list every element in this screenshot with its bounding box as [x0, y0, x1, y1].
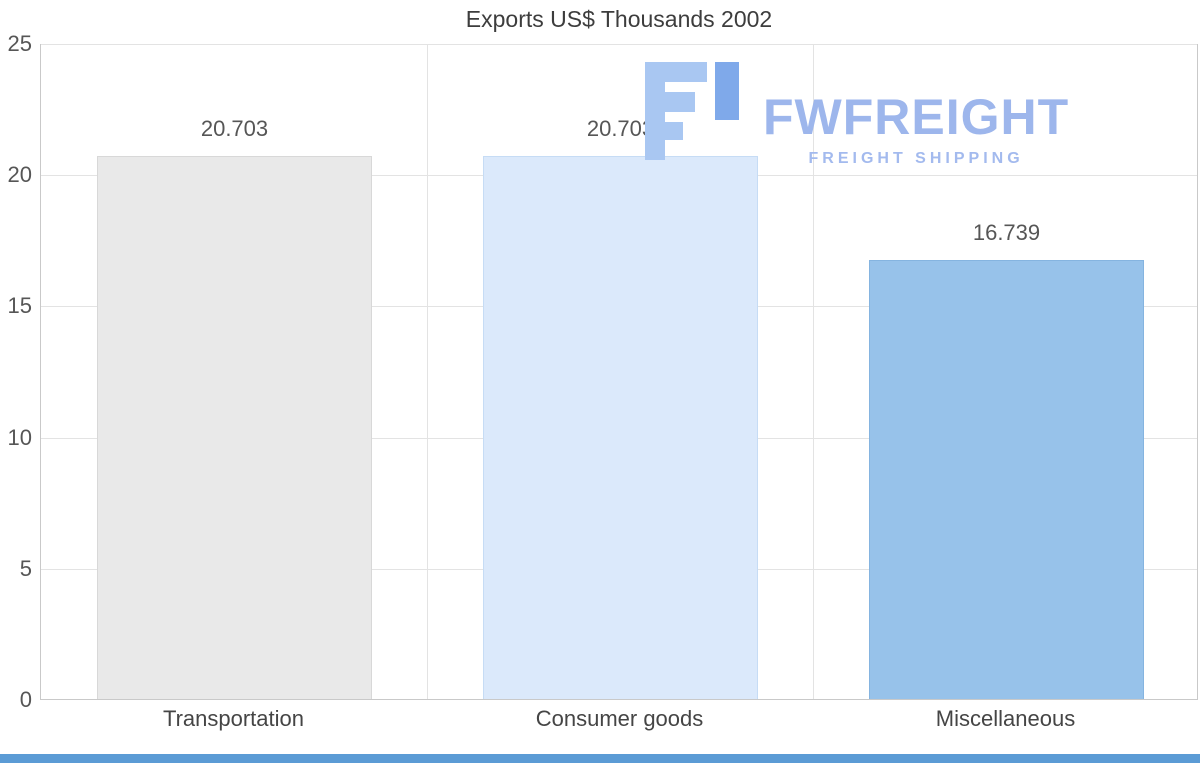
gridline [813, 45, 814, 699]
x-category-label: Transportation [162, 706, 305, 731]
y-tick-label: 5 [19, 555, 32, 581]
y-tick-label: 10 [7, 424, 32, 450]
x-category-label: Miscellaneous [935, 706, 1076, 731]
bar-miscellaneous [869, 260, 1144, 699]
bar-value-label: 16.739 [972, 220, 1041, 245]
y-tick-label: 20 [7, 162, 32, 188]
chart-title: Exports US$ Thousands 2002 [465, 6, 773, 32]
bar-transportation [97, 156, 372, 699]
y-tick-label: 0 [19, 687, 32, 712]
gridline [41, 44, 1197, 45]
y-tick-label: 25 [7, 31, 32, 56]
bottom-accent-bar [0, 754, 1200, 763]
plot-area: 20.703 20.703 16.739 [40, 44, 1198, 700]
x-category-label: Consumer goods [535, 706, 704, 731]
gridline [427, 45, 428, 699]
x-axis: Transportation Consumer goods Miscellaneou… [40, 706, 1198, 746]
bar-consumer-goods [483, 156, 758, 699]
bar-value-label: 20.703 [200, 116, 269, 141]
bar-value-label: 20.703 [586, 116, 655, 141]
y-tick-label: 15 [7, 293, 32, 319]
